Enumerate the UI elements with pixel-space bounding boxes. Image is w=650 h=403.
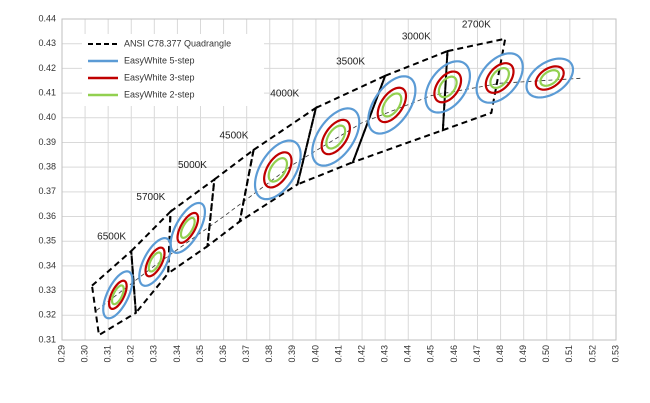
cct-label: 3500K bbox=[336, 56, 365, 67]
x-tick-label: 0.40 bbox=[310, 345, 320, 363]
x-tick-label: 0.33 bbox=[149, 345, 159, 363]
x-tick-label: 0.31 bbox=[103, 345, 113, 363]
ellipse bbox=[376, 86, 408, 124]
ellipse bbox=[179, 216, 196, 239]
y-tick-label: 0.33 bbox=[38, 285, 56, 295]
ellipse bbox=[320, 118, 351, 156]
ellipse bbox=[176, 211, 200, 244]
legend-label: EasyWhite 2-step bbox=[124, 89, 195, 99]
quadrangle bbox=[238, 105, 318, 224]
ellipse bbox=[424, 60, 472, 114]
x-tick-label: 0.42 bbox=[356, 345, 366, 363]
ellipse bbox=[311, 107, 361, 167]
locus-line bbox=[96, 77, 582, 311]
ellipse bbox=[381, 92, 403, 118]
ellipse bbox=[138, 237, 172, 287]
ellipse bbox=[525, 57, 575, 99]
y-tick-label: 0.42 bbox=[38, 63, 56, 73]
x-tick-label: 0.49 bbox=[518, 345, 528, 363]
cct-label: 3000K bbox=[402, 32, 431, 43]
y-tick-label: 0.39 bbox=[38, 137, 56, 147]
y-tick-label: 0.32 bbox=[38, 310, 56, 320]
x-tick-label: 0.43 bbox=[380, 345, 390, 363]
cct-label: 4000K bbox=[270, 89, 299, 100]
x-tick-label: 0.48 bbox=[495, 345, 505, 363]
legend: ANSI C78.377 Quadrangle EasyWhite 5-step E… bbox=[82, 34, 264, 106]
x-tick-label: 0.50 bbox=[541, 345, 551, 363]
ellipse bbox=[489, 67, 510, 89]
x-tick-label: 0.45 bbox=[426, 345, 436, 363]
ellipse bbox=[539, 69, 561, 87]
y-tick-label: 0.38 bbox=[38, 162, 56, 172]
cct-label: 5000K bbox=[178, 160, 207, 171]
y-tick-label: 0.31 bbox=[38, 334, 56, 344]
x-tick-label: 0.53 bbox=[610, 345, 620, 363]
ellipse bbox=[367, 75, 417, 135]
x-tick-label: 0.29 bbox=[56, 345, 66, 363]
y-tick-label: 0.44 bbox=[38, 13, 56, 23]
quadrangle bbox=[296, 73, 387, 187]
ellipse bbox=[253, 139, 302, 201]
x-tick-label: 0.38 bbox=[264, 345, 274, 363]
ellipse bbox=[263, 151, 293, 189]
ellipse bbox=[110, 284, 125, 306]
x-tick-label: 0.34 bbox=[172, 345, 182, 363]
y-tick-label: 0.37 bbox=[38, 186, 56, 196]
ellipse bbox=[102, 270, 134, 320]
ellipse bbox=[107, 279, 128, 310]
ellipse bbox=[475, 52, 524, 104]
x-tick-label: 0.39 bbox=[287, 345, 297, 363]
x-tick-label: 0.52 bbox=[587, 345, 597, 363]
legend-label: EasyWhite 3-step bbox=[124, 72, 195, 82]
ellipse bbox=[169, 201, 207, 254]
quadrangle bbox=[351, 49, 449, 164]
x-tick-label: 0.32 bbox=[126, 345, 136, 363]
plot-border bbox=[61, 18, 617, 341]
x-tick-label: 0.36 bbox=[218, 345, 228, 363]
legend-label: ANSI C78.377 Quadrangle bbox=[124, 38, 231, 48]
x-tick-label: 0.46 bbox=[449, 345, 459, 363]
x-tick-label: 0.47 bbox=[472, 345, 482, 363]
y-tick-label: 0.41 bbox=[38, 87, 56, 97]
ellipse bbox=[437, 75, 458, 99]
cct-label: 5700K bbox=[136, 192, 165, 203]
ellipse bbox=[433, 70, 463, 104]
x-tick-label: 0.37 bbox=[241, 345, 251, 363]
ellipse bbox=[325, 124, 347, 150]
cct-label: 4500K bbox=[220, 131, 249, 142]
y-tick-label: 0.36 bbox=[38, 211, 56, 221]
quadrangle bbox=[441, 37, 507, 132]
y-tick-label: 0.43 bbox=[38, 38, 56, 48]
ellipse bbox=[484, 62, 515, 94]
ellipse bbox=[267, 157, 289, 183]
ellipse bbox=[147, 251, 163, 273]
x-tick-label: 0.35 bbox=[195, 345, 205, 363]
x-tick-label: 0.44 bbox=[403, 345, 413, 363]
cct-label: 6500K bbox=[97, 232, 126, 243]
cct-label: 2700K bbox=[462, 19, 491, 30]
y-tick-label: 0.34 bbox=[38, 260, 56, 270]
ellipse bbox=[534, 65, 565, 91]
y-tick-label: 0.40 bbox=[38, 112, 56, 122]
x-tick-label: 0.41 bbox=[333, 345, 343, 363]
quadrangle bbox=[90, 249, 137, 337]
ellipse bbox=[144, 246, 166, 278]
x-tick-label: 0.51 bbox=[564, 345, 574, 363]
y-tick-label: 0.35 bbox=[38, 236, 56, 246]
legend-label: EasyWhite 5-step bbox=[124, 55, 195, 65]
x-tick-label: 0.30 bbox=[79, 345, 89, 363]
